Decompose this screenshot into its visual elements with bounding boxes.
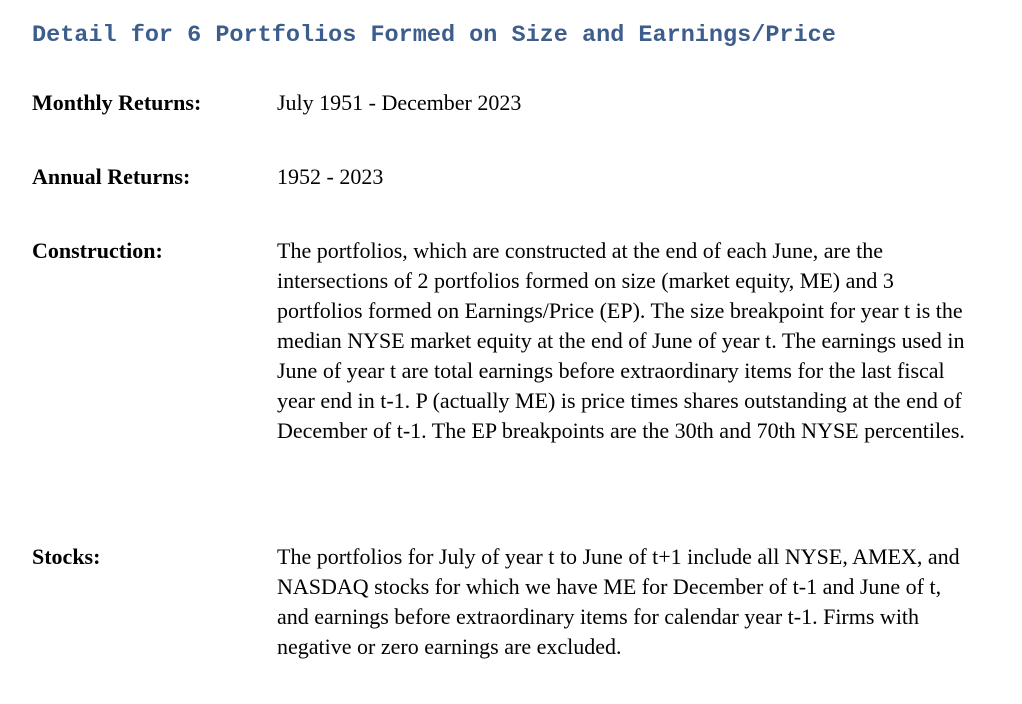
detail-label: Stocks:: [32, 544, 101, 569]
detail-value: The portfolios for July of year t to Jun…: [277, 544, 960, 659]
detail-value: July 1951 - December 2023: [277, 90, 522, 115]
detail-value: The portfolios, which are constructed at…: [277, 238, 965, 443]
detail-label: Construction:: [32, 238, 163, 263]
detail-value: 1952 - 2023: [277, 164, 384, 189]
detail-label: Annual Returns:: [32, 164, 191, 189]
page-title: Detail for 6 Portfolios Formed on Size a…: [32, 22, 836, 49]
detail-label: Monthly Returns:: [32, 90, 202, 115]
